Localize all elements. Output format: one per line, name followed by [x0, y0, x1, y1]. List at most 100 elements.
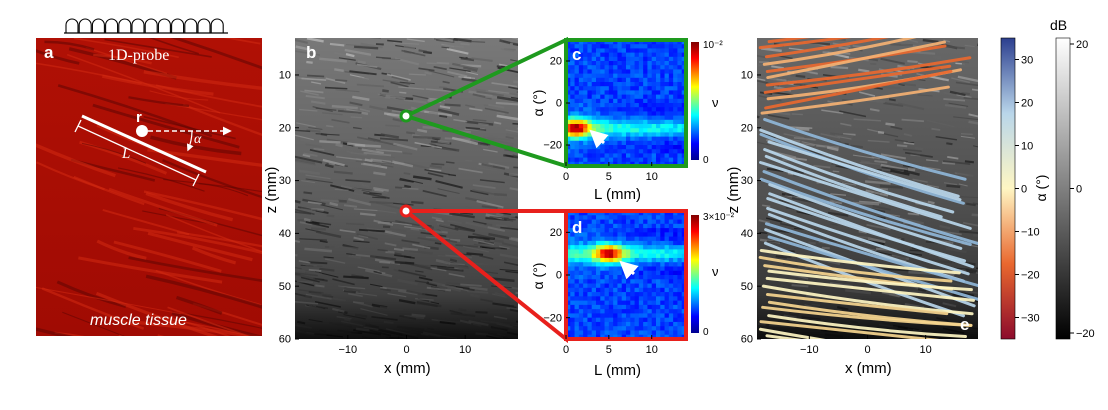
heat-cell	[617, 326, 623, 331]
heat-cell	[643, 240, 648, 246]
heat-cell	[668, 132, 674, 137]
heat-cell	[570, 304, 575, 310]
heat-cell	[587, 313, 593, 319]
heat-cell	[570, 115, 575, 121]
fiber-tract	[767, 38, 811, 44]
heat-cell	[660, 140, 665, 146]
heat-cell	[656, 77, 661, 83]
peak-arrow-d	[619, 260, 639, 280]
heat-cell	[668, 115, 674, 121]
heat-cell	[664, 145, 670, 150]
heat-cell	[626, 279, 631, 284]
heat-cell	[600, 266, 605, 272]
fiber	[92, 103, 240, 149]
heat-cell	[604, 56, 610, 62]
heat-cell	[578, 249, 584, 255]
heat-cell	[600, 73, 605, 79]
heat-cell	[566, 115, 571, 121]
heat-cell	[583, 94, 588, 100]
heat-cell	[660, 317, 665, 323]
fiber	[101, 74, 214, 96]
heat-cell	[656, 304, 661, 310]
heat-cell	[664, 90, 670, 95]
speckle	[515, 320, 518, 323]
heat-cell	[613, 48, 618, 53]
heat-cell	[638, 313, 644, 319]
heat-cell	[638, 249, 644, 255]
fiber-tract	[762, 38, 917, 66]
heat-cell	[647, 228, 653, 233]
heat-cell	[638, 94, 644, 100]
heat-cell	[668, 69, 674, 74]
angle-label: α	[194, 132, 202, 147]
heat-cell	[574, 317, 580, 323]
probe-element	[171, 18, 185, 33]
heat-cell	[613, 82, 618, 87]
heat-cell	[578, 253, 584, 259]
x-tick-label: 0	[403, 344, 409, 356]
heat-cell	[643, 262, 648, 267]
x-tick-label: 10	[459, 344, 471, 356]
heat-cell	[656, 321, 661, 327]
heat-cell	[604, 40, 610, 45]
heat-cell	[613, 257, 618, 263]
heat-cell	[634, 313, 640, 319]
heat-cell	[591, 236, 597, 242]
heat-cell	[656, 270, 661, 276]
y-tick-label: 40	[741, 228, 753, 240]
heat-cell	[647, 326, 653, 331]
heat-cell	[578, 107, 584, 112]
heat-cell	[566, 61, 571, 66]
fiber	[41, 287, 145, 330]
heat-cell	[660, 119, 665, 125]
heat-cell	[600, 219, 605, 225]
heat-cell	[647, 40, 653, 45]
heat-cell	[578, 211, 584, 216]
heat-cell	[570, 292, 575, 297]
heat-cell	[660, 149, 665, 154]
heat-cell	[643, 107, 648, 112]
heat-cell	[570, 56, 575, 62]
heat-cell	[604, 136, 610, 142]
heat-cell	[583, 124, 588, 129]
heat-cell	[608, 317, 614, 323]
heat-cell	[638, 240, 644, 246]
heat-cell	[574, 236, 580, 242]
heat-cell	[596, 330, 601, 336]
heat-cell	[617, 296, 623, 301]
heat-cell	[634, 124, 640, 129]
speckle	[368, 38, 381, 39]
fiber	[148, 38, 200, 55]
db-tick-label: 20	[1076, 39, 1088, 51]
heat-cell	[656, 119, 661, 125]
heat-cell	[570, 275, 575, 280]
fiber	[36, 327, 74, 336]
heat-cell	[664, 215, 670, 220]
heat-cell	[660, 136, 665, 142]
heat-cell	[621, 61, 627, 66]
heat-cell	[566, 48, 571, 53]
heat-cell	[587, 90, 593, 95]
heat-cell	[587, 48, 593, 53]
heat-cell	[677, 77, 683, 83]
heat-cell	[613, 111, 618, 116]
heat-cell	[574, 48, 580, 53]
fiber-tract	[759, 128, 960, 198]
heat-cell	[656, 111, 661, 116]
y-tick-label: −20	[543, 140, 562, 152]
heat-cell	[617, 287, 623, 293]
heat-cell	[566, 219, 571, 225]
heat-cell	[660, 65, 665, 70]
heat-cell	[634, 253, 640, 259]
heat-cell	[587, 124, 593, 129]
heat-cell	[673, 279, 678, 284]
heat-cell	[626, 275, 631, 280]
heat-cell	[643, 309, 648, 314]
heat-cell	[566, 330, 571, 336]
heat-cell	[613, 44, 618, 49]
heat-cell	[664, 86, 670, 91]
heat-cell	[677, 296, 683, 301]
heat-cell	[668, 304, 674, 310]
heat-cell	[660, 44, 665, 49]
